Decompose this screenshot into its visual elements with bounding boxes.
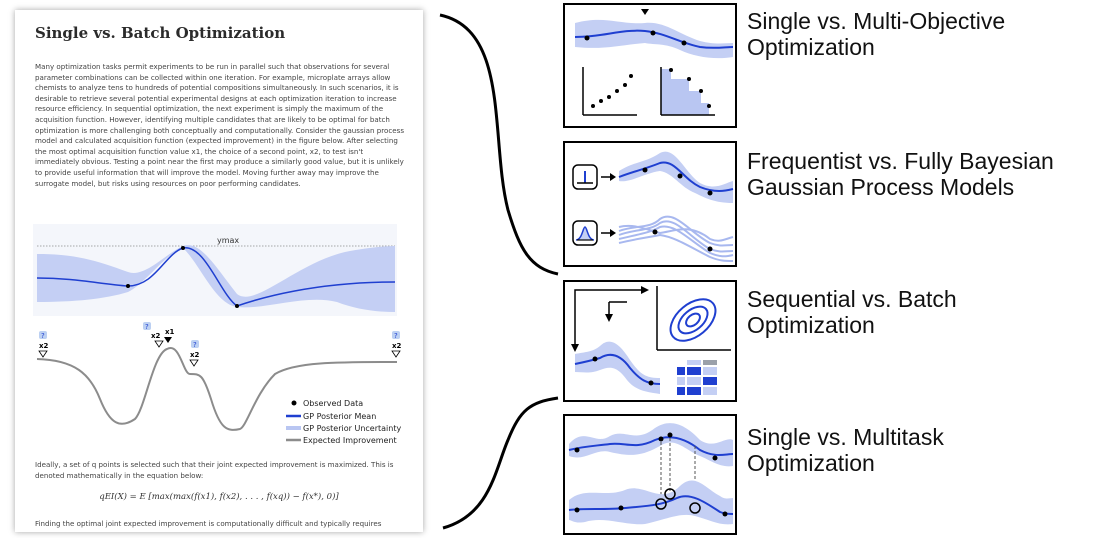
topic-label-multitask: Single vs. Multitask Optimization bbox=[747, 424, 944, 476]
qei-formula: qEI(X) = E [max(max(f(x1), f(x2), . . . … bbox=[99, 492, 339, 502]
observed-point bbox=[181, 246, 185, 250]
svg-text:?: ? bbox=[394, 332, 398, 340]
topic-label-multi-objective: Single vs. Multi-Objective Optimization bbox=[747, 8, 1006, 60]
bayesian-gp-illustration bbox=[572, 151, 734, 262]
panel-multi-objective bbox=[563, 3, 737, 128]
topic-label-batch: Sequential vs. Batch Optimization bbox=[747, 286, 957, 338]
panel-multitask bbox=[563, 414, 737, 535]
gp-figure: ymax ? x2 ? x2 x1 ? x2 bbox=[33, 224, 402, 445]
svg-text:?: ? bbox=[41, 332, 45, 340]
svg-text:?: ? bbox=[193, 341, 197, 349]
brace-lower bbox=[442, 396, 559, 530]
gp-posterior-mean bbox=[36, 247, 396, 307]
multitask-illustration bbox=[568, 423, 734, 525]
candidate-x2-left: ? x2 bbox=[38, 331, 49, 358]
svg-text:?: ? bbox=[145, 323, 149, 331]
svg-text:x2: x2 bbox=[39, 342, 49, 350]
legend-mean-label: GP Posterior Mean bbox=[303, 412, 376, 421]
svg-text:x2: x2 bbox=[190, 351, 200, 359]
observed-point bbox=[235, 304, 239, 308]
document-paragraph-joint: Ideally, a set of q points is selected s… bbox=[35, 460, 394, 480]
brace-upper bbox=[439, 13, 559, 276]
candidate-x2-near: ? x2 bbox=[143, 322, 164, 348]
ymax-label: ymax bbox=[217, 236, 239, 245]
document-title: Single vs. Batch Optimization bbox=[35, 24, 286, 42]
svg-text:x2: x2 bbox=[392, 342, 402, 350]
panel-batch bbox=[563, 280, 737, 402]
document-page: Single vs. Batch Optimization Many optim… bbox=[15, 10, 423, 532]
multi-objective-illustration bbox=[574, 9, 734, 116]
candidate-x2-right-peak: ? x2 bbox=[189, 340, 200, 367]
legend-observed-marker bbox=[291, 400, 297, 406]
candidate-x2-far-right: ? x2 bbox=[391, 331, 402, 358]
topic-label-bayesian-gp: Frequentist vs. Fully Bayesian Gaussian … bbox=[747, 148, 1054, 200]
legend-uncertainty-label: GP Posterior Uncertainty bbox=[303, 424, 401, 433]
document-paragraph-intro: Many optimization tasks permit experimen… bbox=[35, 62, 405, 188]
legend-observed-label: Observed Data bbox=[303, 399, 363, 408]
figure-legend: Observed Data GP Posterior Mean GP Poste… bbox=[286, 399, 401, 445]
svg-text:x2: x2 bbox=[151, 332, 161, 340]
observed-point bbox=[126, 284, 130, 288]
candidate-x1: x1 bbox=[164, 328, 175, 343]
document-paragraph-tail: Finding the optimal joint expected impro… bbox=[35, 519, 382, 528]
panel-bayesian-gp bbox=[563, 141, 737, 267]
legend-acquisition-label: Expected Improvement bbox=[303, 436, 397, 445]
expected-improvement-curve bbox=[36, 347, 398, 431]
svg-text:x1: x1 bbox=[165, 328, 175, 336]
batch-illustration bbox=[571, 286, 731, 395]
